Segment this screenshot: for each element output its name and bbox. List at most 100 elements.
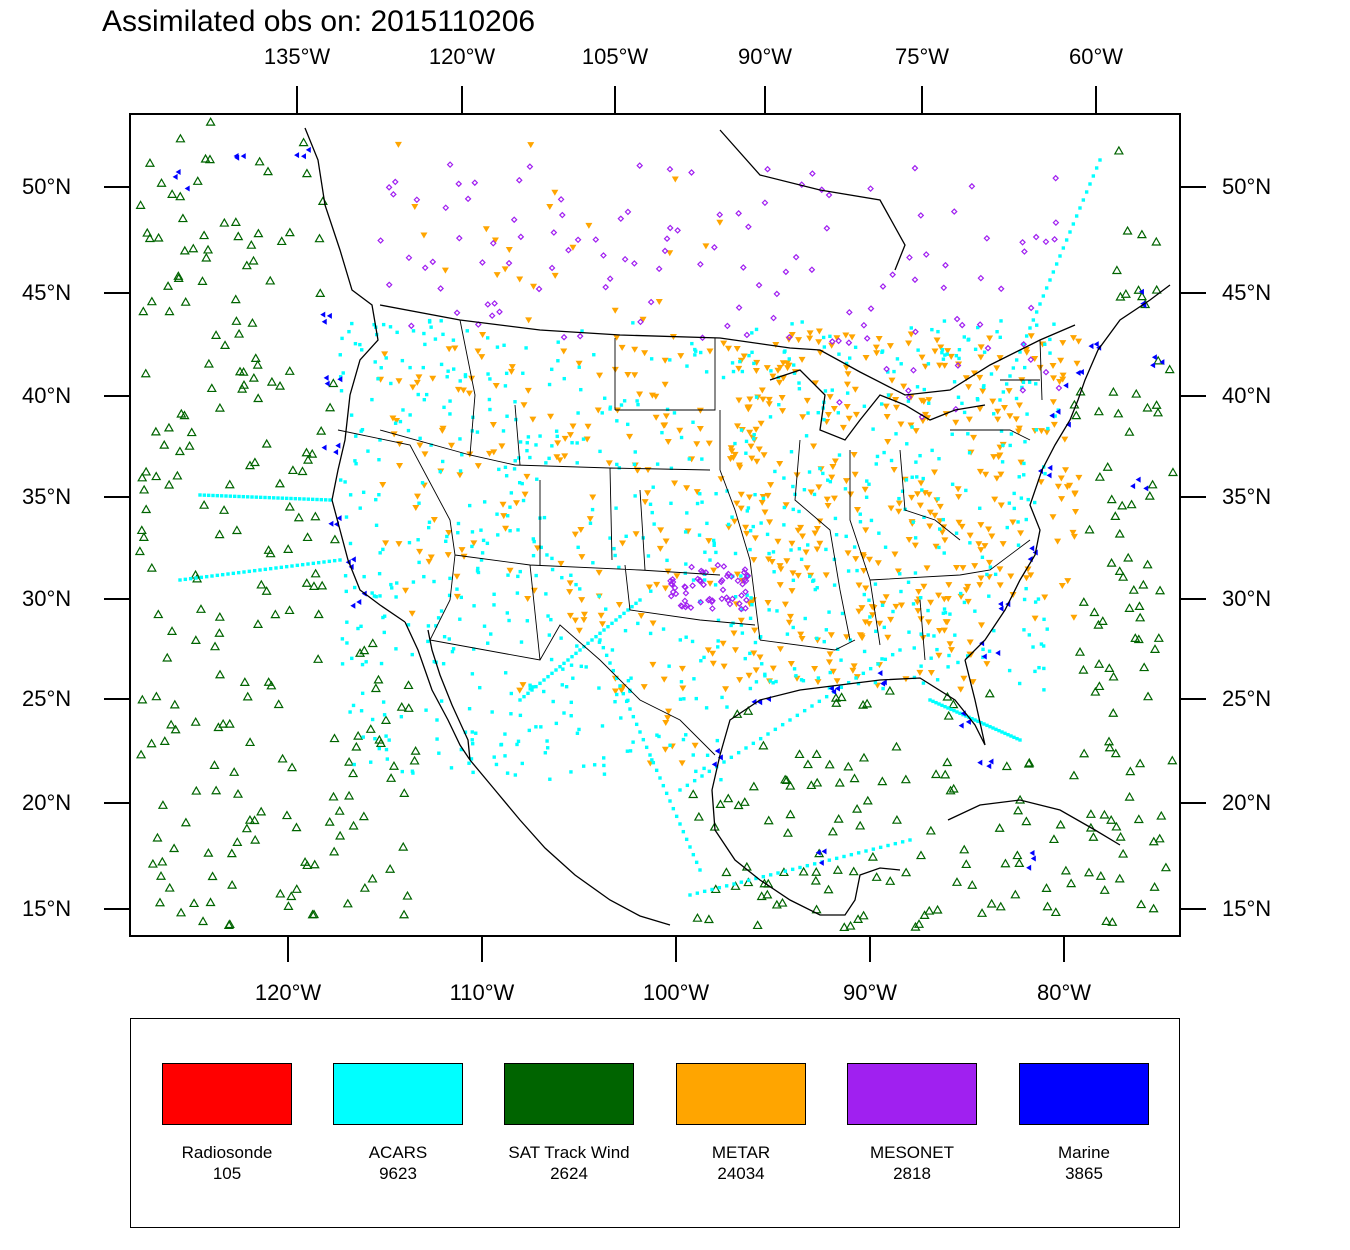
metar-marker bbox=[656, 545, 664, 552]
metar-marker bbox=[894, 568, 902, 575]
acars-marker bbox=[339, 389, 344, 393]
acars-marker bbox=[619, 716, 623, 720]
metar-marker bbox=[649, 661, 657, 668]
marine-marker bbox=[714, 748, 720, 755]
acars-marker bbox=[748, 547, 752, 552]
metar-marker bbox=[737, 505, 745, 512]
acars-marker bbox=[254, 495, 259, 499]
metar-marker bbox=[626, 433, 634, 440]
metar-marker bbox=[847, 491, 855, 498]
acars-marker bbox=[542, 689, 546, 694]
sat-wind-marker bbox=[247, 318, 258, 327]
mesonet-marker bbox=[734, 577, 742, 585]
acars-marker bbox=[276, 496, 280, 500]
acars-marker bbox=[950, 482, 955, 486]
legend-count: 2624 bbox=[550, 1164, 588, 1183]
acars-marker bbox=[999, 319, 1003, 323]
acars-marker bbox=[486, 336, 490, 340]
metar-marker bbox=[753, 458, 761, 465]
acars-marker bbox=[569, 663, 574, 667]
mesonet-marker bbox=[879, 283, 887, 290]
legend-label: SAT Track Wind bbox=[508, 1143, 630, 1162]
mesonet-marker bbox=[836, 398, 843, 406]
sat-wind-marker bbox=[1106, 815, 1117, 824]
acars-marker bbox=[748, 686, 753, 691]
mesonet-marker bbox=[745, 223, 752, 231]
mesonet-marker bbox=[385, 281, 393, 289]
sat-wind-marker bbox=[1111, 821, 1122, 831]
mesonet-marker bbox=[958, 321, 966, 329]
acars-marker bbox=[624, 534, 628, 539]
acars-marker bbox=[509, 691, 514, 696]
metar-marker bbox=[997, 502, 1005, 509]
metar-marker bbox=[937, 344, 945, 351]
acars-marker bbox=[577, 365, 581, 369]
sat-wind-marker bbox=[150, 426, 161, 436]
metar-marker bbox=[806, 335, 814, 342]
sat-wind-marker bbox=[961, 859, 972, 869]
metar-marker bbox=[853, 506, 861, 513]
acars-marker bbox=[372, 594, 377, 598]
acars-marker bbox=[1025, 412, 1029, 416]
sat-wind-marker bbox=[173, 273, 184, 282]
metar-marker bbox=[905, 536, 913, 543]
sat-wind-marker bbox=[1144, 490, 1155, 500]
sat-wind-marker bbox=[140, 368, 151, 378]
acars-marker bbox=[338, 375, 343, 379]
metar-marker bbox=[747, 443, 755, 450]
acars-marker bbox=[525, 448, 529, 453]
metar-marker bbox=[892, 397, 900, 404]
acars-marker bbox=[575, 731, 580, 735]
metar-marker bbox=[977, 522, 985, 529]
acars-marker bbox=[867, 482, 871, 486]
mesonet-marker bbox=[606, 275, 614, 283]
metar-marker bbox=[766, 519, 774, 526]
metar-marker bbox=[408, 610, 416, 617]
mesonet-marker bbox=[505, 259, 513, 267]
mesonet-marker bbox=[678, 603, 686, 610]
sat-wind-marker bbox=[1115, 831, 1126, 841]
sat-wind-marker bbox=[948, 783, 959, 793]
metar-marker bbox=[798, 533, 806, 540]
acars-marker bbox=[417, 501, 421, 505]
acars-marker bbox=[406, 428, 411, 433]
acars-marker bbox=[1000, 460, 1005, 464]
acars-marker bbox=[544, 461, 548, 465]
acars-marker bbox=[626, 422, 630, 427]
sat-wind-marker bbox=[218, 718, 229, 728]
metar-marker bbox=[1073, 360, 1081, 367]
sat-wind-marker bbox=[1133, 634, 1144, 644]
acars-marker bbox=[899, 362, 903, 366]
sat-wind-marker bbox=[219, 340, 231, 349]
sat-wind-marker bbox=[914, 919, 925, 928]
acars-marker bbox=[729, 755, 734, 760]
metar-marker bbox=[644, 490, 652, 497]
metar-marker bbox=[1064, 578, 1072, 585]
mesonet-marker bbox=[755, 281, 763, 289]
acars-marker bbox=[638, 730, 642, 734]
metar-marker bbox=[1057, 357, 1065, 364]
sat-wind-marker bbox=[159, 439, 170, 449]
acars-marker bbox=[905, 442, 909, 446]
metar-marker bbox=[421, 451, 429, 458]
acars-marker bbox=[716, 639, 720, 643]
metar-marker bbox=[746, 601, 754, 608]
metar-marker bbox=[1041, 594, 1049, 601]
acars-marker bbox=[862, 404, 867, 408]
sat-wind-marker bbox=[301, 168, 312, 178]
metar-marker bbox=[653, 581, 661, 588]
sat-wind-marker bbox=[233, 231, 244, 241]
acars-marker bbox=[226, 572, 230, 576]
mesonet-marker bbox=[558, 211, 566, 219]
acars-marker bbox=[601, 645, 606, 650]
sat-wind-marker bbox=[1108, 708, 1119, 717]
acars-marker bbox=[582, 644, 586, 649]
acars-marker bbox=[470, 738, 474, 742]
acars-marker bbox=[725, 489, 729, 493]
acars-marker bbox=[871, 427, 875, 431]
mesonet-marker bbox=[1042, 238, 1050, 246]
sat-wind-marker bbox=[1114, 528, 1125, 538]
sat-wind-marker bbox=[1083, 867, 1095, 877]
acars-marker bbox=[411, 771, 415, 775]
acars-marker bbox=[509, 712, 513, 716]
